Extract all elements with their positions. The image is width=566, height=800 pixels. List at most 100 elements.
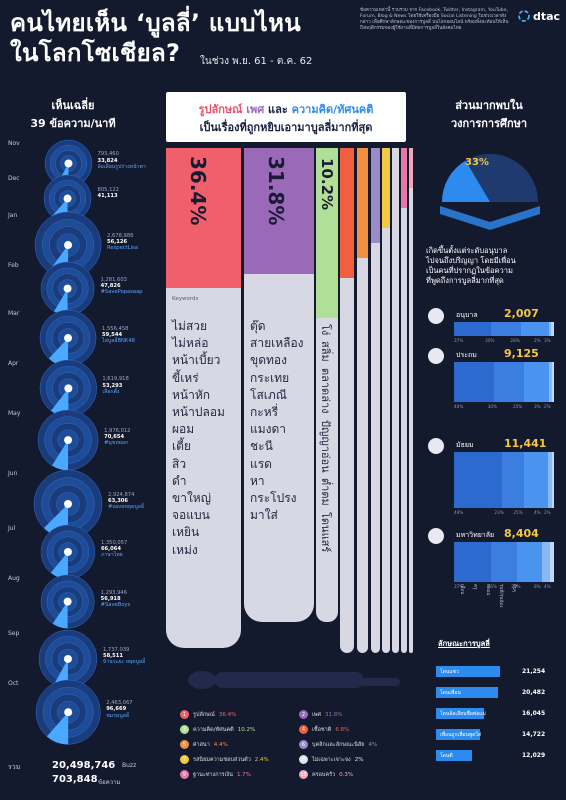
appearance-bar-top	[166, 148, 241, 288]
level-value: 9,125	[504, 347, 539, 360]
student-avatar-icon	[428, 438, 444, 454]
month-stat-b: 59,544	[102, 332, 123, 339]
disc-center	[63, 194, 72, 203]
disc-center	[63, 241, 72, 250]
level-pcts: 49% 23% 25% 4% 2%	[454, 510, 554, 515]
gender-keywords: ตุ๊ด สายเหลือง ขุดทอง กระเทย โสเภณี กะหรี่ แมง…	[250, 318, 304, 524]
level-bar	[454, 452, 554, 508]
month-stat-a: 2,924,874	[108, 492, 135, 498]
month-stat-a: 1,619,918	[102, 376, 129, 383]
legend-label: ไม่เฉพาะเจาะจง	[312, 756, 351, 763]
month-stat-a: 2,678,988	[107, 233, 134, 240]
legend-item: 6 บุคลิกและลักษณะนิสัย 4%	[299, 740, 410, 749]
level-bar-segment	[454, 542, 491, 582]
legend-label: ศาสนา	[193, 741, 210, 748]
legend-item: 7 รสนิยมความชอบส่วนตัว 2.4%	[180, 755, 291, 764]
month-stat-tag: เลือกตั้ง	[102, 388, 120, 395]
level-bar-segment	[491, 542, 517, 582]
category-legend: 1 รูปลักษณ์ 36.4% 2 เพศ 31.8% 3 ความคิด/ทัศนคติ…	[180, 710, 410, 779]
level-pct: 23%	[494, 510, 504, 515]
level-bar-segment	[454, 362, 494, 402]
month-stat-tag: #saveหยุดบูลลี่	[108, 504, 144, 511]
disc-center	[63, 284, 72, 293]
month-label-dec: Dec	[8, 175, 20, 182]
char-bar	[436, 687, 498, 698]
disc-center	[63, 334, 72, 343]
level-legend-item: อื่นๆ	[511, 584, 516, 593]
lying-figure-icon	[188, 671, 400, 689]
legend-number: 1	[180, 710, 189, 719]
month-label-jul: Jul	[8, 525, 16, 532]
level-bar-segment	[491, 322, 521, 336]
keyword: หา	[250, 473, 265, 488]
level-name: มัธยม	[456, 441, 474, 449]
month-stat-b: 53,293	[102, 382, 123, 389]
legend-label: ฐานะทางการเงิน	[193, 771, 233, 778]
keyword: ตุ๊ด	[250, 319, 266, 333]
page-title: คนไทยเห็น ‘บูลลี่’ แบบไหน ในโลกโซเชียล?	[10, 8, 301, 68]
keyword: หน้าเบี้ยว	[172, 353, 221, 368]
level-pct: 3%	[544, 338, 551, 343]
desc-line-4: ที่พูดถึงการบูลลี่มากที่สุด	[426, 276, 504, 285]
month-label-oct: Oct	[8, 680, 19, 687]
right-title: ส่วนมากพบใน วงการการศึกษา	[424, 96, 554, 132]
month-stat-b: 33,824	[97, 157, 118, 164]
level-bar-segment	[552, 362, 554, 402]
month-stat-tag: ล้อเลียนรูปร่างหน้าตา	[97, 163, 146, 170]
month-disc-apr	[39, 359, 97, 417]
title-attitude: ความคิด/ทัศนคติ	[291, 103, 374, 116]
keyword: โดนแสร์	[319, 511, 332, 553]
month-disc-jul	[40, 524, 96, 580]
level-legend-item: รุ่นพี่/รุ่นน้อง	[498, 584, 503, 608]
religion-bar	[357, 148, 368, 653]
month-stat-a: 805,122	[97, 186, 119, 193]
title-line-2: ในโลกโซเชียล?	[10, 39, 181, 67]
preference-bar-top	[382, 148, 390, 228]
level-bar-segment	[521, 322, 549, 336]
month-stat-tag: ชมรมบูลลี่	[106, 712, 129, 719]
title-and: และ	[268, 103, 288, 116]
disc-center	[63, 159, 72, 168]
legend-number: 5	[180, 740, 189, 749]
char-label: โดนล้อเลียนชื่อพ่อแม่	[440, 711, 486, 717]
keyword: สลิ่ม	[319, 341, 332, 362]
month-stat-b: 63,306	[108, 498, 129, 505]
title-appearance: รูปลักษณ์	[198, 103, 243, 116]
disc-wedge	[53, 601, 68, 629]
race-bar-top	[340, 148, 354, 278]
level-pct: 25%	[513, 510, 523, 515]
month-stats: 1,293,946 56,918 #SaveBoys	[101, 590, 131, 609]
attitude-pct: 10.2%	[318, 158, 336, 211]
keyword: ปัญญาอ่อน	[319, 419, 332, 473]
level-bar-segment	[548, 452, 553, 508]
total-buzz: 20,498,746	[52, 760, 116, 771]
attitude-bar-top	[316, 148, 338, 318]
month-stats: 2,678,988 56,126 RespectLisa	[107, 233, 138, 252]
month-stat-b: 56,126	[107, 239, 128, 246]
char-label: โดนเพื่อน	[440, 690, 461, 696]
month-stat-tag: ไล่บูลลี่BNK48	[102, 338, 135, 345]
month-stat-tag: #มุขหยอก	[104, 440, 129, 447]
month-disc-jan	[34, 211, 102, 279]
month-stats: 2,463,067 96,669 ชมรมบูลลี่	[106, 700, 132, 719]
month-label-sep: Sep	[8, 630, 20, 637]
disc-center	[63, 597, 72, 606]
month-disc-aug	[41, 574, 95, 629]
level-pct: 28%	[510, 338, 520, 343]
legend-label: ครอบครัว	[312, 771, 336, 778]
desc-line-3: เป็นคนที่ปรากฏในข้อความ	[426, 266, 513, 275]
char-value: 16,045	[522, 710, 546, 717]
keyword: กระเทย	[250, 370, 290, 385]
month-stat-b: 66,064	[100, 546, 121, 553]
keyword: สายเหลือง	[250, 336, 304, 351]
month-stat-b: 96,669	[106, 706, 127, 713]
disc-wedge	[50, 551, 68, 579]
legend-pct: 0.3%	[339, 771, 354, 778]
keyword: หน้าหัก	[172, 387, 211, 402]
month-stats: 1,350,057 66,064 ภาษาไทย	[101, 540, 127, 559]
intro-text: ข้อความเหล่านี้ รวบรวม จาก Facebook, Twi…	[360, 8, 509, 31]
legend-number: 8	[299, 755, 308, 764]
legend-pct: 31.8%	[325, 711, 343, 718]
personality-bar	[371, 148, 380, 653]
month-stats: 1,281,603 47,826 #SavePopasaap	[101, 277, 143, 296]
